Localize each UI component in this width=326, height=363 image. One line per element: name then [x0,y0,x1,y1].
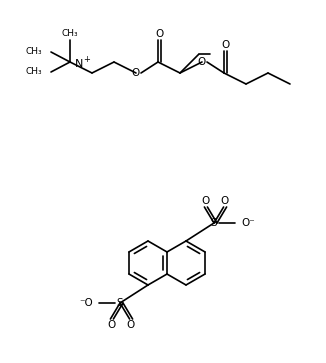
Text: O: O [221,40,229,50]
Text: O: O [107,320,115,330]
Text: CH₃: CH₃ [62,29,78,38]
Text: O: O [126,320,135,330]
Text: O⁻: O⁻ [241,218,255,228]
Text: O: O [132,68,140,78]
Text: O: O [198,57,206,67]
Text: O: O [155,29,163,39]
Text: N: N [75,59,83,69]
Text: O: O [220,196,229,206]
Text: ⁻O: ⁻O [79,298,93,308]
Text: S: S [117,298,123,308]
Text: O: O [201,196,210,206]
Text: S: S [211,218,217,228]
Text: +: + [83,54,90,64]
Text: CH₃: CH₃ [25,68,42,77]
Text: CH₃: CH₃ [25,48,42,57]
